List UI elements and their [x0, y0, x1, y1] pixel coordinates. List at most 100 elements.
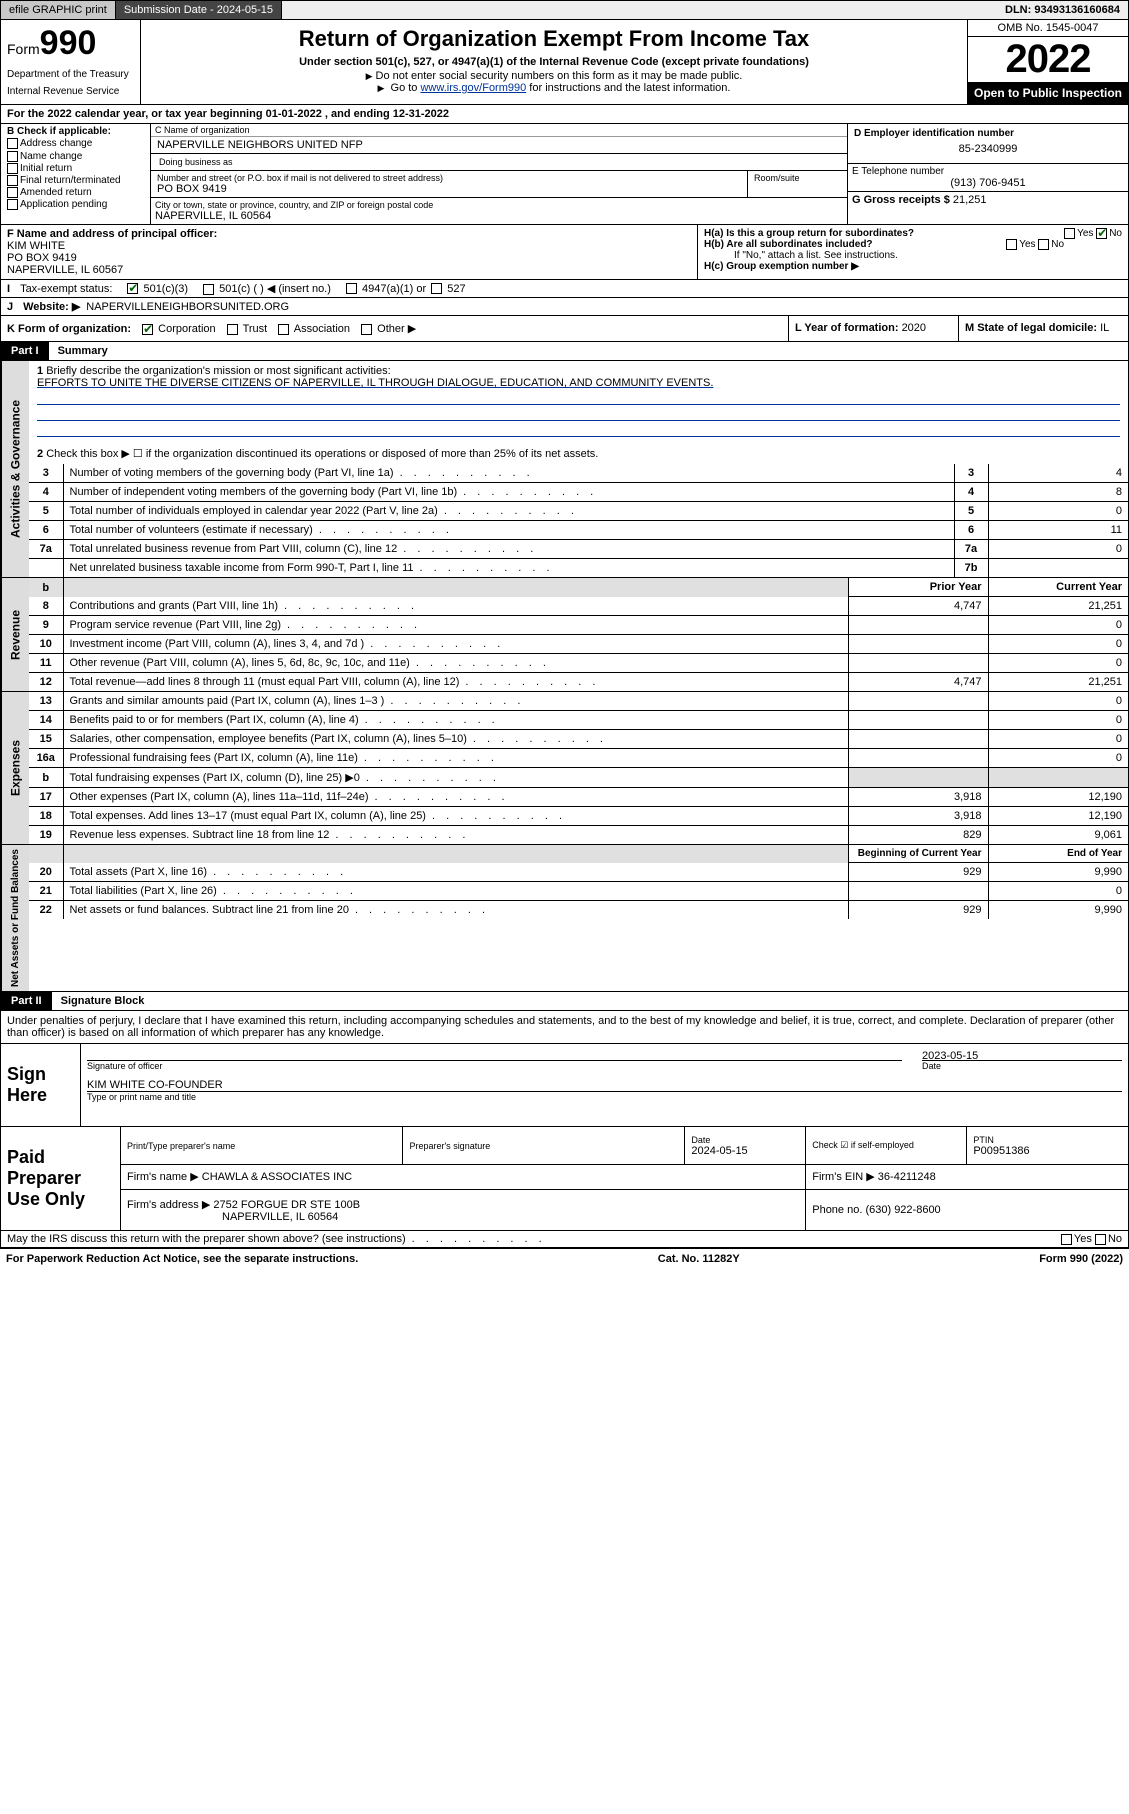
- omb-number: OMB No. 1545-0047: [968, 20, 1128, 37]
- part1-subtitle: Summary: [52, 343, 114, 359]
- part2-header: Part II Signature Block: [0, 992, 1129, 1011]
- discuss-row: May the IRS discuss this return with the…: [0, 1231, 1129, 1248]
- irs-label: Internal Revenue Service: [7, 86, 134, 97]
- note2-pre: Go to: [391, 82, 421, 94]
- officer-h-row: F Name and address of principal officer:…: [0, 225, 1129, 280]
- efile-graphic-button[interactable]: efile GRAPHIC print: [1, 1, 116, 19]
- street-label: Number and street (or P.O. box if mail i…: [157, 173, 741, 183]
- dept-treasury: Department of the Treasury: [7, 69, 134, 80]
- firm-ein-label: Firm's EIN ▶: [812, 1171, 875, 1183]
- submission-date: 2024-05-15: [217, 4, 273, 16]
- ptin-label: PTIN: [973, 1135, 1122, 1145]
- form-990-label: Form990: [7, 24, 134, 63]
- gross-value: 21,251: [953, 194, 987, 206]
- sig-officer-cap: Signature of officer: [87, 1061, 902, 1071]
- l-cell: L Year of formation: 2020: [788, 316, 958, 341]
- ein-value: 85-2340999: [854, 139, 1122, 159]
- city-value: NAPERVILLE, IL 60564: [155, 210, 843, 222]
- hb-label: H(b) Are all subordinates included?: [704, 239, 873, 250]
- irs-link[interactable]: www.irs.gov/Form990: [420, 82, 526, 94]
- chk-amended[interactable]: Amended return: [7, 187, 144, 198]
- line2: 2 Check this box ▶ ☐ if the organization…: [29, 443, 1128, 464]
- table-row: 21Total liabilities (Part X, line 26)0: [29, 882, 1128, 901]
- firm-name-label: Firm's name ▶: [127, 1171, 199, 1183]
- b-label: B Check if applicable:: [7, 126, 144, 137]
- table-row: 19Revenue less expenses. Subtract line 1…: [29, 826, 1128, 845]
- hb-note: If "No," attach a list. See instructions…: [704, 250, 1122, 261]
- l-value: 2020: [902, 322, 926, 334]
- preparer-table: Print/Type preparer's name Preparer's si…: [121, 1127, 1128, 1230]
- c-label: C Name of organization: [151, 124, 847, 137]
- table-row: 20Total assets (Part X, line 16)9299,990: [29, 863, 1128, 882]
- vtab-netassets: Net Assets or Fund Balances: [1, 845, 29, 991]
- firm-addr2: NAPERVILLE, IL 60564: [222, 1211, 338, 1223]
- table-row: 6Total number of volunteers (estimate if…: [29, 521, 1128, 540]
- netassets-section: Net Assets or Fund Balances Beginning of…: [0, 845, 1129, 992]
- sign-here-block: Sign Here Signature of officer 2023-05-1…: [0, 1044, 1129, 1127]
- m-cell: M State of legal domicile: IL: [958, 316, 1128, 341]
- table-row: 18Total expenses. Add lines 13–17 (must …: [29, 807, 1128, 826]
- table-row: 7aTotal unrelated business revenue from …: [29, 540, 1128, 559]
- street-value: PO BOX 9419: [157, 183, 741, 195]
- org-name: NAPERVILLE NEIGHBORS UNITED NFP: [151, 137, 847, 153]
- officer-cell: F Name and address of principal officer:…: [1, 225, 698, 279]
- firm-addr-label: Firm's address ▶: [127, 1199, 210, 1211]
- firm-addr1: 2752 FORGUE DR STE 100B: [213, 1199, 360, 1211]
- ha-label: H(a) Is this a group return for subordin…: [704, 228, 914, 239]
- chk-name[interactable]: Name change: [7, 151, 144, 162]
- chk-initial[interactable]: Initial return: [7, 163, 144, 174]
- sig-date-cap: Date: [922, 1061, 1122, 1071]
- toolbar-spacer: [282, 7, 997, 13]
- part2-title: Part II: [1, 992, 52, 1010]
- mission-text: EFFORTS TO UNITE THE DIVERSE CITIZENS OF…: [37, 377, 713, 389]
- h-cell: H(a) Is this a group return for subordin…: [698, 225, 1128, 279]
- pt-date-label: Date: [691, 1135, 799, 1145]
- opt-4947: 4947(a)(1) or: [362, 283, 426, 295]
- officer-addr2: NAPERVILLE, IL 60567: [7, 264, 123, 276]
- expenses-section: Expenses 13Grants and similar amounts pa…: [0, 692, 1129, 845]
- dln-label: DLN:: [1005, 4, 1034, 16]
- vtab-revenue: Revenue: [1, 578, 29, 691]
- m-value: IL: [1100, 322, 1109, 334]
- pt-name-label: Print/Type preparer's name: [127, 1141, 396, 1151]
- table-row: 14Benefits paid to or for members (Part …: [29, 711, 1128, 730]
- check-column-b: B Check if applicable: Address change Na…: [1, 124, 151, 224]
- firm-name: CHAWLA & ASSOCIATES INC: [202, 1171, 352, 1183]
- city-label: City or town, state or province, country…: [155, 200, 843, 210]
- l2-label: Check this box ▶ ☐ if the organization d…: [46, 448, 598, 460]
- chk-pending[interactable]: Application pending: [7, 199, 144, 210]
- l-label: L Year of formation:: [795, 322, 902, 334]
- submission-label: Submission Date -: [124, 4, 217, 16]
- form-header: Form990 Department of the Treasury Inter…: [0, 20, 1129, 105]
- pt-sig-label: Preparer's signature: [409, 1141, 678, 1151]
- m-label: M State of legal domicile:: [965, 322, 1100, 334]
- table-row: 9Program service revenue (Part VIII, lin…: [29, 616, 1128, 635]
- footer-left: For Paperwork Reduction Act Notice, see …: [6, 1253, 358, 1265]
- pt-date: 2024-05-15: [691, 1145, 747, 1157]
- j-label: Website: ▶: [23, 300, 80, 313]
- entity-info-grid: B Check if applicable: Address change Na…: [0, 124, 1129, 225]
- footer-mid: Cat. No. 11282Y: [658, 1253, 740, 1265]
- table-row: 8Contributions and grants (Part VIII, li…: [29, 597, 1128, 616]
- table-row: 11Other revenue (Part VIII, column (A), …: [29, 654, 1128, 673]
- opt-501c3: 501(c)(3): [143, 283, 188, 295]
- table-row: 15Salaries, other compensation, employee…: [29, 730, 1128, 749]
- page-footer: For Paperwork Reduction Act Notice, see …: [0, 1248, 1129, 1269]
- form-header-center: Return of Organization Exempt From Incom…: [141, 20, 968, 104]
- hdr-current: Current Year: [988, 578, 1128, 597]
- opt-527: 527: [447, 283, 465, 295]
- line-i: I Tax-exempt status: 501(c)(3) 501(c) ( …: [0, 280, 1129, 298]
- klm-row: K Form of organization: Corporation Trus…: [0, 316, 1129, 342]
- table-row: 12Total revenue—add lines 8 through 11 (…: [29, 673, 1128, 692]
- part1-header: Part I Summary: [0, 342, 1129, 361]
- governance-table: 3Number of voting members of the governi…: [29, 464, 1128, 577]
- declaration-text: Under penalties of perjury, I declare th…: [0, 1011, 1129, 1044]
- e-label: E Telephone number: [852, 166, 1124, 177]
- chk-final[interactable]: Final return/terminated: [7, 175, 144, 186]
- sign-here-label: Sign Here: [1, 1044, 81, 1126]
- ptin-value: P00951386: [973, 1145, 1029, 1157]
- discuss-label: May the IRS discuss this return with the…: [7, 1233, 546, 1245]
- k-label: K Form of organization:: [7, 323, 131, 335]
- d-label: D Employer identification number: [854, 128, 1122, 139]
- chk-address[interactable]: Address change: [7, 138, 144, 149]
